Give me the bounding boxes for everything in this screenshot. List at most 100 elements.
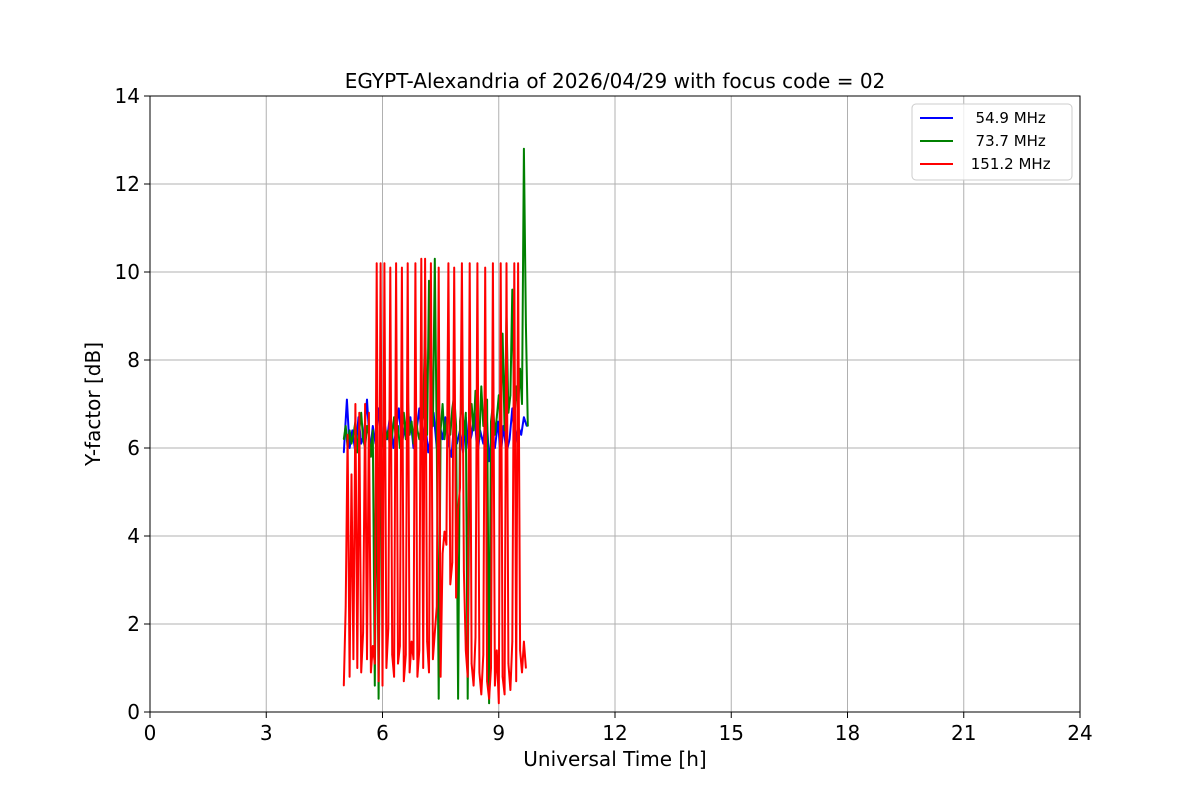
data-point — [399, 645, 401, 647]
data-point — [445, 544, 448, 546]
data-point — [437, 266, 440, 269]
data-point — [393, 676, 395, 678]
data-point — [350, 473, 353, 476]
data-point — [366, 398, 368, 401]
data-point — [392, 447, 395, 449]
data-point — [405, 654, 407, 656]
x-axis: 0 3 6 9 12 15 18 21 24 — [144, 712, 1093, 745]
data-point — [501, 676, 504, 678]
y-tick-label: 12 — [115, 172, 140, 196]
data-point — [391, 654, 394, 656]
data-point — [465, 412, 467, 414]
data-point — [434, 632, 436, 634]
data-point — [406, 262, 409, 265]
data-point — [398, 407, 400, 410]
data-point — [383, 262, 386, 265]
data-point — [490, 667, 492, 669]
data-point — [511, 640, 514, 643]
data-point — [486, 680, 488, 682]
data-point — [389, 266, 392, 269]
data-point — [509, 689, 512, 691]
legend-label: 54.9 MHz — [966, 109, 1046, 127]
data-point — [370, 456, 372, 458]
x-tick-label: 12 — [602, 721, 627, 745]
y-axis: 0 2 4 6 8 10 12 14 — [115, 84, 150, 724]
legend-label: 151.2 MHz — [966, 155, 1051, 173]
data-point — [476, 262, 479, 265]
data-point — [397, 662, 399, 665]
data-point — [375, 262, 378, 265]
data-point — [352, 434, 355, 436]
data-point — [379, 262, 382, 265]
data-point — [343, 451, 345, 454]
data-point — [461, 262, 463, 265]
data-point — [472, 429, 475, 432]
data-point — [366, 658, 368, 660]
data-point — [478, 671, 481, 674]
data-point — [503, 693, 506, 696]
data-point — [501, 332, 504, 335]
data-point — [447, 262, 450, 265]
data-point — [488, 698, 490, 700]
data-point — [370, 671, 372, 674]
data-point — [441, 552, 444, 555]
data-point — [432, 658, 434, 660]
data-point — [420, 258, 423, 260]
data-point — [414, 262, 417, 265]
data-point — [356, 667, 359, 669]
data-point — [527, 425, 529, 427]
data-point — [416, 676, 419, 678]
x-tick-label: 3 — [260, 721, 273, 745]
data-point — [418, 649, 421, 652]
series-line-1 — [342, 398, 528, 463]
data-point — [372, 645, 374, 647]
y-tick-label: 2 — [127, 612, 140, 636]
y-tick-label: 8 — [127, 348, 140, 372]
data-point — [517, 262, 519, 265]
y-tick-label: 4 — [127, 524, 140, 548]
data-point — [466, 676, 469, 678]
data-point — [366, 425, 368, 427]
data-point — [381, 684, 384, 687]
data-point — [422, 667, 425, 669]
data-point — [507, 662, 510, 665]
data-point — [488, 702, 490, 704]
data-point — [484, 266, 487, 269]
x-tick-label: 6 — [376, 721, 389, 745]
data-point — [488, 460, 490, 463]
y-axis-label: Y-factor [dB] — [81, 342, 105, 467]
data-point — [508, 438, 511, 441]
legend: 54.9 MHz 73.7 MHz 151.2 MHz — [911, 103, 1073, 181]
data-point — [409, 416, 412, 419]
data-point — [496, 416, 498, 419]
data-point — [430, 262, 432, 265]
data-point — [499, 262, 502, 265]
data-point — [520, 434, 522, 436]
data-point — [368, 412, 370, 414]
data-point — [344, 605, 347, 608]
data-point — [497, 420, 499, 423]
data-point — [465, 649, 467, 652]
data-point — [350, 442, 353, 445]
x-tick-label: 9 — [492, 721, 505, 745]
data-point — [408, 671, 411, 674]
data-point — [428, 280, 430, 282]
data-point — [480, 385, 483, 388]
x-tick-label: 15 — [719, 721, 744, 745]
data-point — [377, 698, 380, 700]
data-point — [455, 596, 457, 599]
data-point — [434, 258, 436, 260]
data-point — [523, 148, 525, 150]
data-point — [519, 368, 521, 370]
data-point — [480, 693, 483, 696]
data-point — [511, 288, 514, 291]
data-point — [523, 640, 525, 643]
data-point — [525, 667, 527, 669]
data-point — [437, 698, 440, 700]
data-point — [374, 662, 376, 665]
data-point — [428, 671, 430, 674]
data-point — [453, 266, 456, 269]
data-point — [451, 561, 454, 564]
x-tick-label: 18 — [835, 721, 860, 745]
